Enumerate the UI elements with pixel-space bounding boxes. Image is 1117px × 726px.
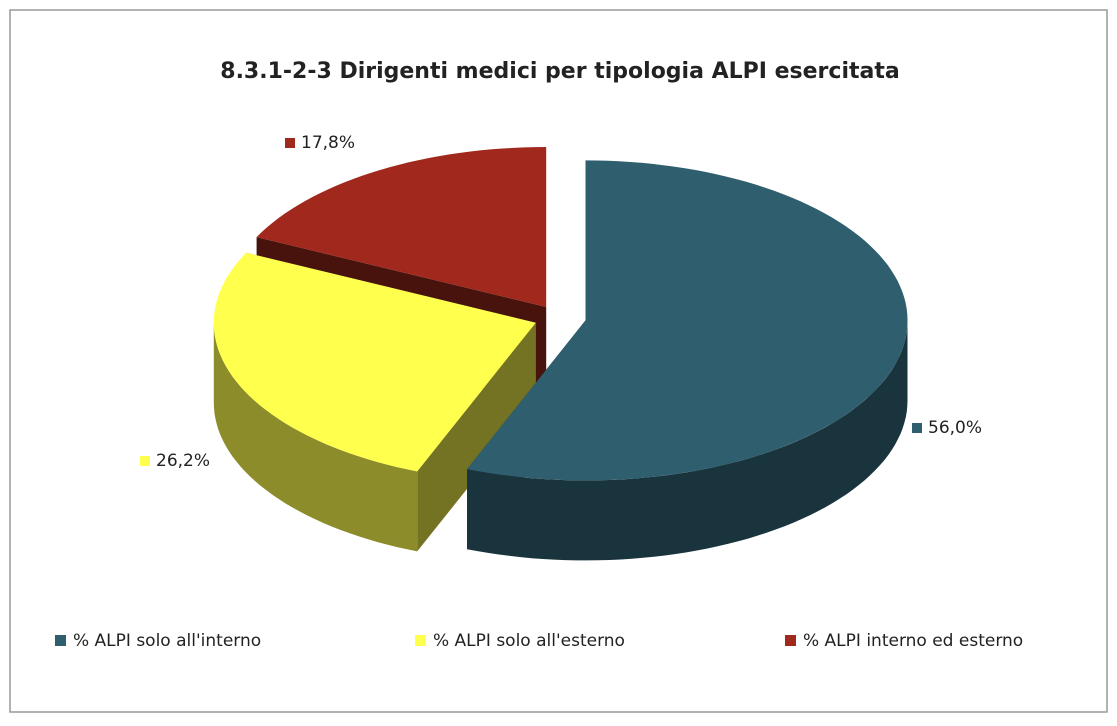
legend-label: % ALPI interno ed esterno — [803, 631, 1023, 651]
label-swatch — [912, 423, 922, 433]
slice-top — [467, 160, 908, 481]
legend-swatch — [785, 635, 796, 646]
data-label: 26,2% — [156, 451, 210, 471]
data-label: 17,8% — [301, 133, 355, 153]
slice — [213, 252, 536, 552]
data-label: 56,0% — [928, 418, 982, 438]
legend-label: % ALPI solo all'interno — [73, 631, 261, 651]
slice-wall — [467, 320, 908, 561]
legend-label: % ALPI solo all'esterno — [433, 631, 625, 651]
legend-swatch — [55, 635, 66, 646]
slice-top — [213, 252, 536, 472]
chart-title: 8.3.1-2-3 Dirigenti medici per tipologia… — [220, 59, 899, 84]
slice-wall — [213, 322, 418, 552]
slice — [467, 160, 908, 561]
legend-swatch — [415, 635, 426, 646]
slice-top — [256, 147, 547, 307]
label-swatch — [140, 456, 150, 466]
label-swatch — [285, 138, 295, 148]
